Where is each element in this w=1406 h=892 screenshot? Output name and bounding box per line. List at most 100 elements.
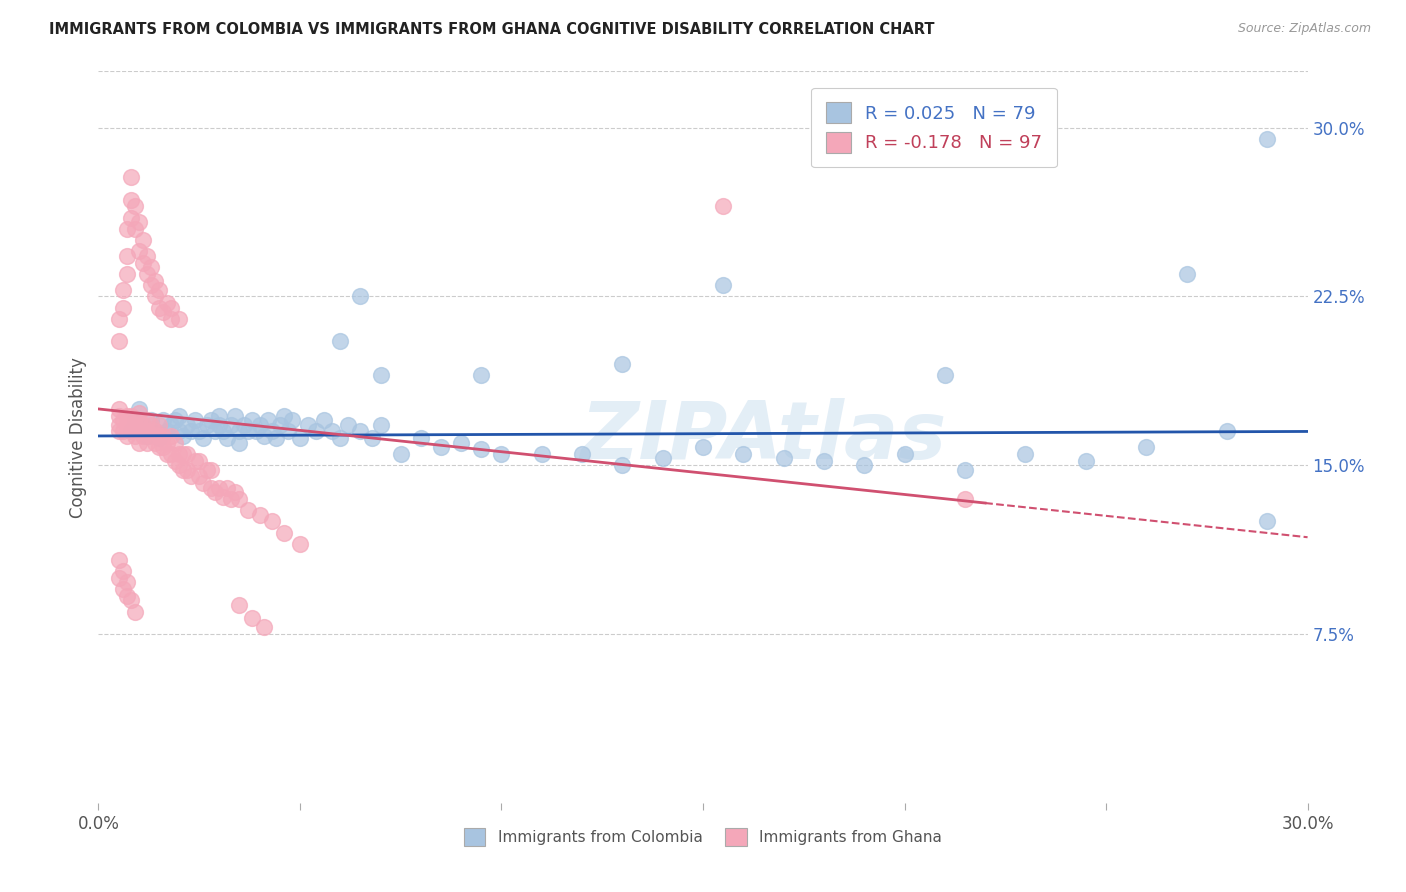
- Point: [188, 425, 211, 439]
- Point: [148, 301, 170, 315]
- Point: [450, 435, 472, 450]
- Point: [115, 267, 138, 281]
- Point: [228, 598, 250, 612]
- Point: [115, 429, 138, 443]
- Point: [152, 305, 174, 319]
- Point: [152, 440, 174, 454]
- Point: [172, 463, 194, 477]
- Point: [132, 417, 155, 432]
- Point: [120, 193, 142, 207]
- Point: [107, 334, 129, 349]
- Point: [256, 413, 278, 427]
- Point: [148, 431, 170, 445]
- Point: [224, 409, 246, 423]
- Point: [212, 425, 235, 439]
- Point: [184, 413, 207, 427]
- Point: [135, 435, 157, 450]
- Y-axis label: Cognitive Disability: Cognitive Disability: [69, 357, 87, 517]
- Point: [143, 289, 166, 303]
- Point: [124, 199, 146, 213]
- Point: [349, 289, 371, 303]
- Point: [228, 425, 250, 439]
- Point: [107, 417, 129, 432]
- Point: [240, 611, 263, 625]
- Point: [152, 429, 174, 443]
- Point: [208, 481, 231, 495]
- Point: [277, 425, 299, 439]
- Point: [135, 425, 157, 439]
- Point: [132, 233, 155, 247]
- Point: [176, 447, 198, 461]
- Point: [156, 425, 179, 439]
- Point: [184, 453, 207, 467]
- Point: [172, 429, 194, 443]
- Point: [389, 447, 412, 461]
- Point: [143, 425, 166, 439]
- Point: [163, 413, 186, 427]
- Point: [813, 453, 835, 467]
- Point: [200, 413, 222, 427]
- Point: [370, 417, 392, 432]
- Point: [264, 431, 287, 445]
- Point: [297, 417, 319, 432]
- Point: [139, 413, 162, 427]
- Point: [711, 199, 734, 213]
- Point: [139, 429, 162, 443]
- Point: [124, 222, 146, 236]
- Point: [115, 589, 138, 603]
- Point: [120, 417, 142, 432]
- Point: [361, 431, 384, 445]
- Point: [711, 278, 734, 293]
- Point: [217, 431, 239, 445]
- Point: [163, 453, 186, 467]
- Point: [107, 425, 129, 439]
- Point: [167, 458, 190, 473]
- Point: [651, 451, 673, 466]
- Point: [111, 301, 134, 315]
- Point: [120, 409, 142, 423]
- Point: [160, 312, 183, 326]
- Point: [1216, 425, 1239, 439]
- Point: [115, 575, 138, 590]
- Point: [195, 417, 218, 432]
- Point: [232, 417, 254, 432]
- Point: [132, 429, 155, 443]
- Point: [143, 435, 166, 450]
- Point: [156, 447, 179, 461]
- Point: [409, 431, 432, 445]
- Point: [128, 435, 150, 450]
- Point: [612, 458, 634, 473]
- Point: [139, 260, 162, 275]
- Point: [160, 417, 183, 432]
- Point: [1014, 447, 1036, 461]
- Text: IMMIGRANTS FROM COLOMBIA VS IMMIGRANTS FROM GHANA COGNITIVE DISABILITY CORRELATI: IMMIGRANTS FROM COLOMBIA VS IMMIGRANTS F…: [49, 22, 935, 37]
- Point: [273, 409, 295, 423]
- Point: [1256, 515, 1278, 529]
- Point: [204, 425, 226, 439]
- Point: [107, 401, 129, 416]
- Point: [273, 525, 295, 540]
- Point: [200, 463, 222, 477]
- Point: [1074, 453, 1097, 467]
- Point: [953, 463, 976, 477]
- Point: [128, 407, 150, 421]
- Point: [139, 417, 162, 432]
- Point: [893, 447, 915, 461]
- Point: [193, 476, 215, 491]
- Point: [128, 425, 150, 439]
- Point: [249, 417, 271, 432]
- Point: [107, 312, 129, 326]
- Point: [329, 431, 352, 445]
- Point: [221, 491, 243, 506]
- Point: [111, 582, 134, 596]
- Point: [120, 211, 142, 225]
- Point: [128, 413, 150, 427]
- Point: [195, 463, 218, 477]
- Point: [176, 463, 198, 477]
- Point: [160, 447, 183, 461]
- Point: [167, 447, 190, 461]
- Point: [120, 425, 142, 439]
- Point: [148, 429, 170, 443]
- Point: [253, 429, 276, 443]
- Point: [470, 442, 492, 457]
